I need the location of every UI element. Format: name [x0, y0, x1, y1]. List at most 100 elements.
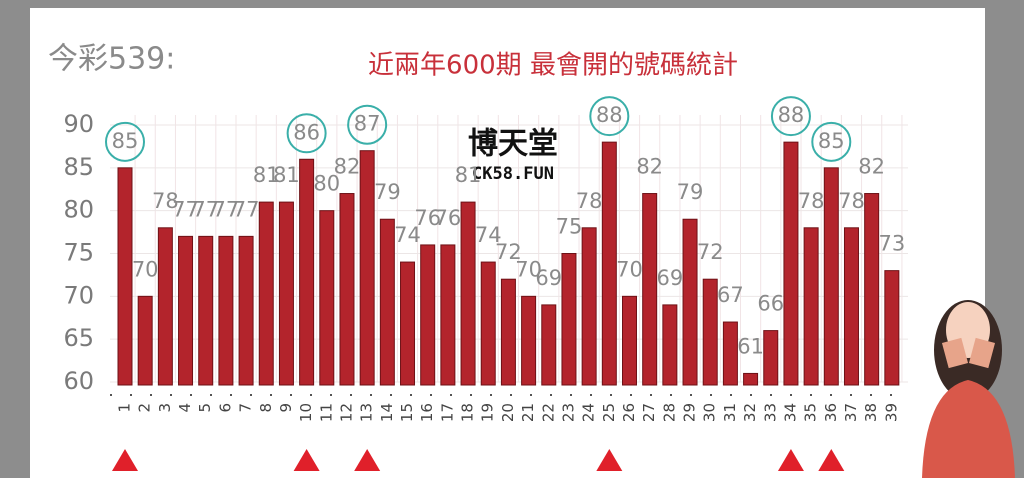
x-tick-label: 13 — [358, 403, 376, 422]
bar — [783, 141, 799, 386]
y-tick-label: 60 — [63, 367, 94, 395]
x-tick-label: 28 — [660, 403, 678, 422]
x-tick-label: 25 — [600, 403, 618, 422]
x-tick-label: 27 — [640, 403, 658, 422]
bar — [702, 278, 718, 386]
bar — [278, 201, 294, 386]
bar — [460, 201, 476, 386]
x-tick-label: 3 — [156, 403, 174, 413]
bar — [117, 167, 133, 386]
bar — [843, 227, 859, 386]
value-label: 72 — [495, 240, 522, 264]
y-tick-label: 85 — [63, 153, 94, 181]
value-label: 77 — [233, 197, 260, 221]
bar — [319, 210, 335, 386]
value-label: 70 — [515, 257, 542, 281]
highlight-marker — [777, 449, 804, 471]
value-label: 74 — [394, 223, 421, 247]
x-tick-label: 16 — [418, 403, 436, 422]
value-label: 77 — [213, 197, 240, 221]
y-tick-label: 70 — [63, 281, 94, 309]
value-label: 80 — [313, 172, 340, 196]
x-tick-label: 18 — [459, 403, 477, 422]
y-tick-label: 80 — [63, 196, 94, 224]
highlight-marker — [293, 449, 320, 471]
value-label: 79 — [677, 180, 704, 204]
value-label: 67 — [717, 283, 744, 307]
highlight-circle — [589, 96, 630, 137]
bar — [601, 141, 617, 386]
x-tick-label: 32 — [741, 403, 759, 422]
value-label: 87 — [354, 112, 381, 136]
x-tick-label: 36 — [822, 403, 840, 422]
watermark-sub: CK58.FUN — [472, 164, 554, 184]
x-tick-label: 21 — [519, 403, 537, 422]
value-label: 75 — [556, 215, 583, 239]
value-label: 81 — [253, 163, 280, 187]
value-label: 82 — [334, 155, 361, 179]
bar — [440, 244, 456, 386]
y-tick-label: 65 — [63, 324, 94, 352]
value-label: 74 — [475, 223, 502, 247]
highlight-circle — [811, 121, 852, 162]
bar — [561, 253, 577, 386]
bar — [218, 235, 234, 386]
highlight-marker — [596, 449, 623, 471]
bar — [642, 193, 658, 386]
value-label: 61 — [737, 334, 764, 358]
value-label: 72 — [697, 240, 724, 264]
x-tick-label: 2 — [136, 403, 154, 413]
value-label: 78 — [152, 189, 179, 213]
bar — [682, 218, 698, 386]
value-label: 73 — [878, 232, 905, 256]
x-tick-label: 7 — [237, 403, 255, 413]
highlight-marker — [112, 449, 138, 471]
bar — [299, 158, 315, 386]
x-tick-label: 1 — [116, 403, 134, 413]
value-label: 78 — [838, 189, 865, 213]
highlight-marker — [818, 449, 845, 471]
bar — [581, 227, 597, 386]
highlight-marker — [354, 449, 381, 471]
x-tick-label: 9 — [277, 403, 295, 413]
value-label: 88 — [596, 103, 623, 127]
watermark: 博天堂 — [468, 127, 558, 162]
highlight-circle — [347, 104, 388, 145]
value-label: 79 — [374, 180, 401, 204]
value-label: 77 — [192, 197, 219, 221]
bar — [339, 193, 355, 386]
bar — [258, 201, 274, 386]
bar — [137, 295, 153, 386]
x-tick-label: 8 — [257, 403, 275, 413]
bar — [763, 330, 779, 386]
value-label: 77 — [172, 197, 199, 221]
x-tick-label: 4 — [176, 403, 194, 413]
value-label: 76 — [435, 206, 462, 230]
bar — [864, 193, 880, 386]
x-tick-label: 19 — [479, 403, 497, 422]
highlight-circle — [105, 121, 145, 162]
bar — [157, 227, 173, 386]
bar — [662, 304, 678, 386]
bar — [521, 295, 537, 386]
bar — [238, 235, 254, 386]
value-label: 78 — [798, 189, 825, 213]
y-tick-label: 75 — [63, 239, 94, 267]
x-tick-label: 12 — [337, 403, 355, 422]
x-tick-label: 34 — [781, 403, 799, 422]
x-tick-label: 24 — [580, 403, 598, 422]
highlight-circle — [286, 113, 327, 154]
presenter — [922, 300, 1015, 478]
value-label: 69 — [535, 266, 562, 290]
x-tick-label: 29 — [681, 403, 699, 422]
x-tick-label: 23 — [559, 403, 577, 422]
value-label: 70 — [132, 257, 159, 281]
x-tick-label: 33 — [761, 403, 779, 422]
value-label: 69 — [656, 266, 683, 290]
bar — [884, 270, 900, 386]
bar — [480, 261, 496, 386]
value-label: 76 — [414, 206, 441, 230]
x-tick-label: 22 — [539, 403, 557, 422]
